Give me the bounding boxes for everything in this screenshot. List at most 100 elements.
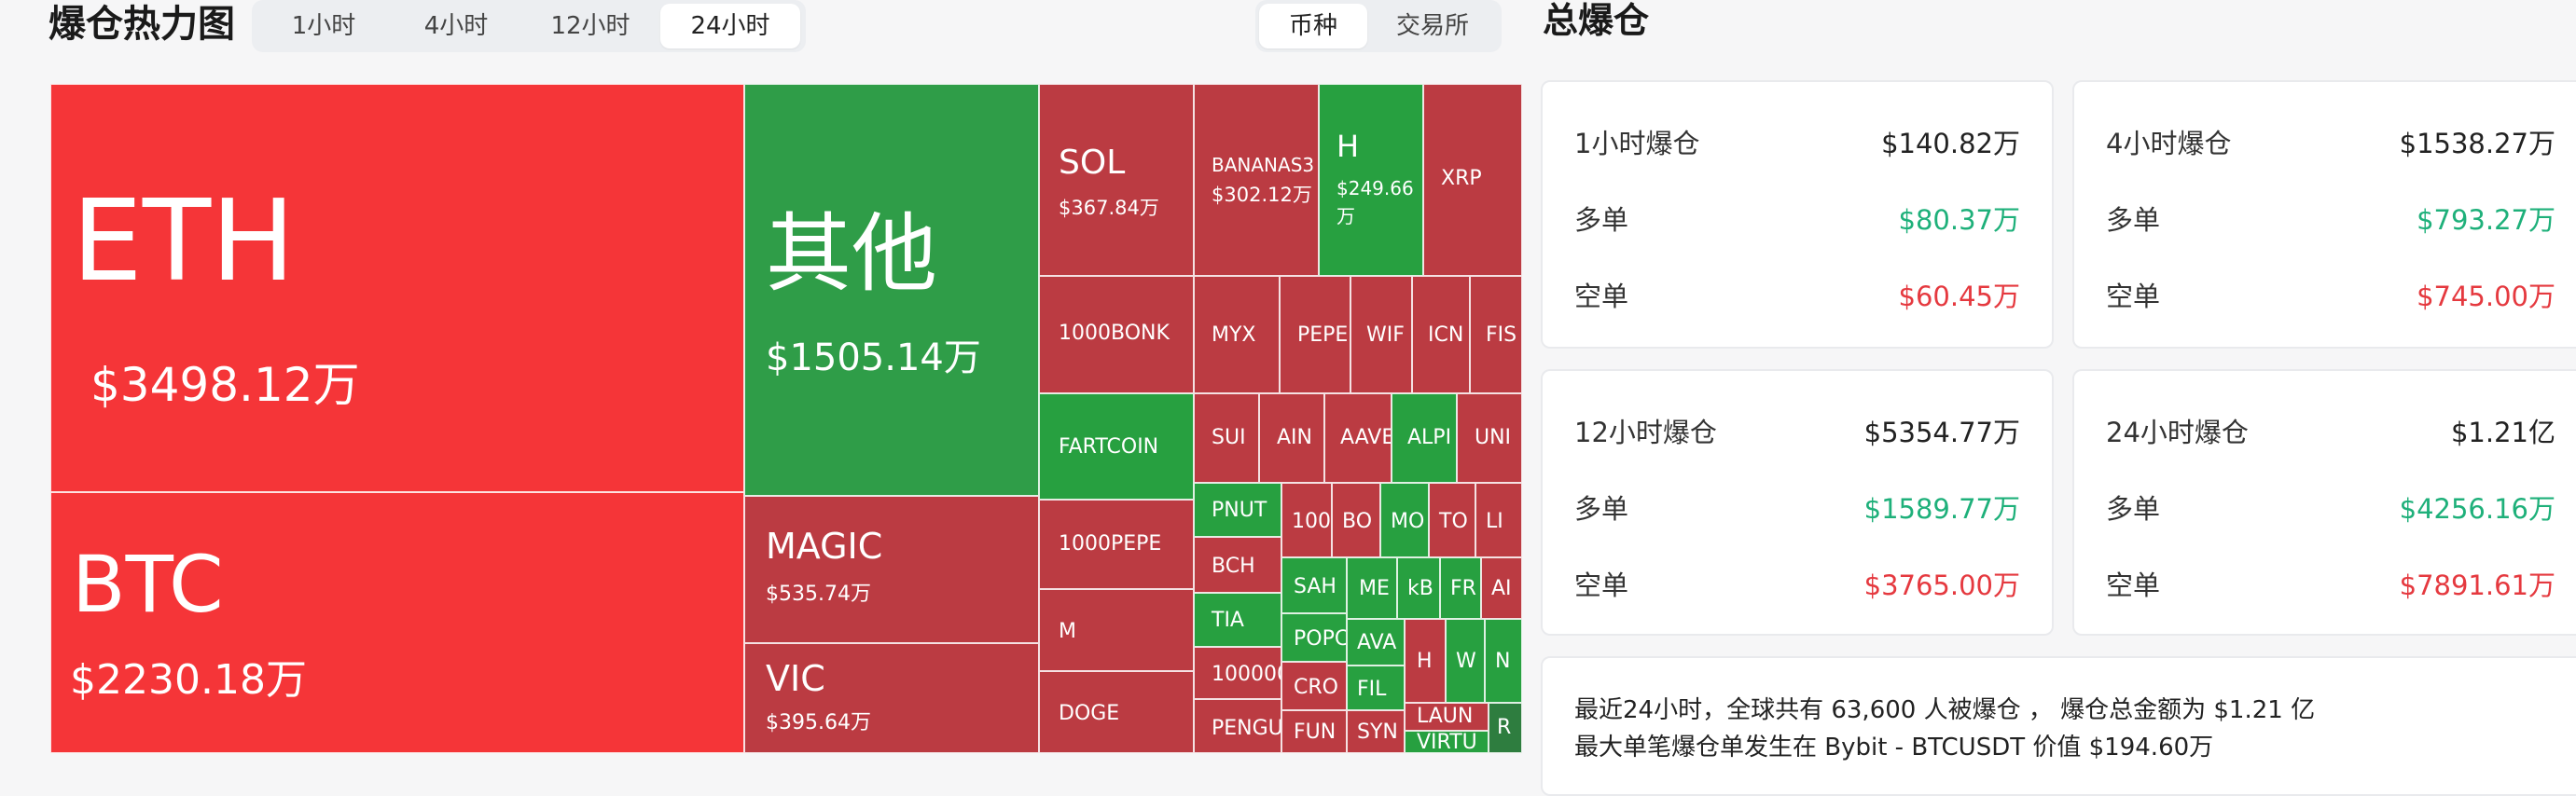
long-label: 多单 (2106, 493, 2161, 525)
heatmap-cell-fr[interactable]: FR (1440, 557, 1481, 619)
cell-symbol: AAVE (1340, 426, 1392, 449)
short-label: 空单 (1574, 281, 1629, 312)
cell-symbol: ETH (72, 177, 296, 307)
tab-24h[interactable]: 24小时 (660, 4, 800, 48)
heatmap-cell-syn[interactable]: SYN (1347, 710, 1405, 753)
card-24h: 24小时爆仓 $1.21亿 多单 $4256.16万 空单 $7891.61万 (2072, 369, 2576, 636)
heatmap-cell-icn[interactable]: ICN (1412, 276, 1470, 393)
heatmap-cell-m[interactable]: M (1039, 589, 1194, 671)
cell-symbol: POPC (1294, 627, 1347, 651)
summary-title: 总爆仓 (1543, 0, 1650, 41)
cell-symbol: TIA (1212, 609, 1244, 632)
heatmap-cell-sui[interactable]: SUI (1194, 393, 1259, 483)
cell-symbol: PNUT (1212, 499, 1267, 522)
heatmap-cell-uni[interactable]: UNI (1457, 393, 1522, 483)
heatmap-cell-eth[interactable]: ETH $3498.12万 (50, 84, 744, 492)
heatmap-cell-bananas31[interactable]: BANANAS3 $302.12万 (1194, 84, 1319, 276)
card-total: $140.82万 (1881, 128, 2020, 159)
time-range-tabs: 1小时 4小时 12小时 24小时 (252, 0, 806, 52)
heatmap-cell-popc[interactable]: POPC (1281, 613, 1347, 662)
cell-symbol: FR (1450, 577, 1476, 600)
short-value: $3765.00万 (1863, 570, 2020, 601)
heatmap-cell-doge[interactable]: DOGE (1039, 671, 1194, 753)
cell-symbol: FIL (1357, 678, 1387, 701)
cell-symbol: W (1456, 650, 1476, 673)
heatmap-cell-pnut[interactable]: PNUT (1194, 483, 1281, 537)
heatmap-cell-magic[interactable]: MAGIC $535.74万 (744, 496, 1039, 643)
heatmap-cell-li[interactable]: LI (1475, 483, 1522, 557)
group-by-tabs: 币种 交易所 (1255, 0, 1502, 52)
heatmap-cell-w[interactable]: W (1446, 619, 1485, 703)
cell-amount: $1505.14万 (766, 336, 981, 379)
cell-symbol: UNI (1475, 426, 1512, 449)
heatmap-cell-n[interactable]: N (1485, 619, 1522, 703)
heatmap-cell-btc[interactable]: BTC $2230.18万 (50, 492, 744, 753)
cell-symbol: BCH (1212, 555, 1255, 578)
heatmap-cell-to[interactable]: TO (1429, 483, 1475, 557)
heatmap-cell-aave[interactable]: AAVE (1324, 393, 1392, 483)
heatmap-cell-h[interactable]: H $249.66万 (1319, 84, 1423, 276)
cell-symbol: AI (1491, 577, 1512, 600)
heatmap-cell-sah[interactable]: SAH (1281, 557, 1347, 613)
heatmap-cell-ain[interactable]: AIN (1259, 393, 1324, 483)
heatmap-cell-r[interactable]: R (1489, 703, 1522, 753)
heatmap-cell-fun[interactable]: FUN (1281, 710, 1347, 753)
cell-amount: $367.84万 (1059, 197, 1159, 219)
heatmap-cell-laun[interactable]: LAUN (1405, 703, 1489, 731)
cell-symbol: MO (1391, 510, 1425, 533)
long-label: 多单 (2106, 204, 2161, 236)
heatmap-cell-h-small[interactable]: H (1405, 619, 1446, 703)
cell-symbol: LAUN (1417, 705, 1474, 728)
heatmap-cell-fis[interactable]: FIS (1470, 276, 1522, 393)
tab-1h[interactable]: 1小时 (291, 12, 356, 40)
short-value: $7891.61万 (2399, 570, 2555, 601)
heatmap-cell-virtu[interactable]: VIRTU (1405, 731, 1489, 753)
card-total: $1.21亿 (2450, 417, 2555, 448)
cell-symbol: VIC (766, 658, 825, 699)
tab-4h[interactable]: 4小时 (423, 12, 489, 40)
cell-symbol: FARTCOIN (1059, 435, 1159, 459)
heatmap-cell-alpi[interactable]: ALPI (1392, 393, 1457, 483)
cell-symbol: ALPI (1407, 426, 1452, 449)
short-label: 空单 (1574, 570, 1629, 601)
heatmap-cell-others[interactable]: 其他 $1505.14万 (744, 84, 1039, 496)
heatmap-cell-bch[interactable]: BCH (1194, 537, 1281, 593)
heatmap-cell-mo[interactable]: MO (1380, 483, 1429, 557)
heatmap-cell-pengu[interactable]: PENGU (1194, 699, 1281, 753)
heatmap-cell-fil[interactable]: FIL (1347, 666, 1405, 710)
heatmap-cell-sol[interactable]: SOL $367.84万 (1039, 84, 1194, 276)
cell-symbol: M (1059, 620, 1076, 643)
tab-12h[interactable]: 12小时 (550, 12, 630, 40)
cell-symbol: AVA (1357, 631, 1397, 654)
heatmap-cell-myx[interactable]: MYX (1194, 276, 1280, 393)
cell-amount: $2230.18万 (70, 656, 307, 704)
heatmap-cell-kb[interactable]: kB (1397, 557, 1440, 619)
heatmap-cell-1000bonk[interactable]: 1000BONK (1039, 276, 1194, 393)
tab-by-exchange[interactable]: 交易所 (1395, 12, 1469, 40)
cell-symbol: TO (1439, 510, 1468, 533)
heatmap-cell-xrp[interactable]: XRP (1423, 84, 1522, 276)
heatmap-cell-wif[interactable]: WIF (1350, 276, 1412, 393)
heatmap-cell-me[interactable]: ME (1347, 557, 1397, 619)
cell-symbol: H (1417, 650, 1433, 673)
heatmap-cell-ava[interactable]: AVA (1347, 619, 1405, 666)
long-value: $1589.77万 (1863, 493, 2020, 525)
heatmap-cell-tia[interactable]: TIA (1194, 593, 1281, 647)
tab-by-coin[interactable]: 币种 (1259, 4, 1367, 48)
heatmap-cell-pepe[interactable]: PEPE (1280, 276, 1350, 393)
heatmap-cell-1000000[interactable]: 100000 (1194, 647, 1281, 699)
cell-symbol: PENGU (1212, 717, 1281, 740)
cell-symbol: 1000BONK (1059, 322, 1170, 345)
heatmap-cell-fartcoin[interactable]: FARTCOIN (1039, 393, 1194, 500)
card-total: $1538.27万 (2399, 128, 2555, 159)
cell-symbol: ICN (1428, 323, 1464, 347)
heatmap-cell-vic[interactable]: VIC $395.64万 (744, 643, 1039, 753)
heatmap-cell-bo[interactable]: BO (1332, 483, 1380, 557)
cell-symbol: 100 (1292, 510, 1331, 533)
heatmap-cell-100[interactable]: 100 (1281, 483, 1332, 557)
heatmap-cell-ai[interactable]: AI (1481, 557, 1522, 619)
heatmap-cell-cro[interactable]: CRO (1281, 662, 1347, 710)
heatmap-cell-1000pepe[interactable]: 1000PEPE (1039, 500, 1194, 589)
cell-symbol: 1000PEPE (1059, 532, 1162, 556)
cell-symbol: BTC (72, 539, 224, 630)
